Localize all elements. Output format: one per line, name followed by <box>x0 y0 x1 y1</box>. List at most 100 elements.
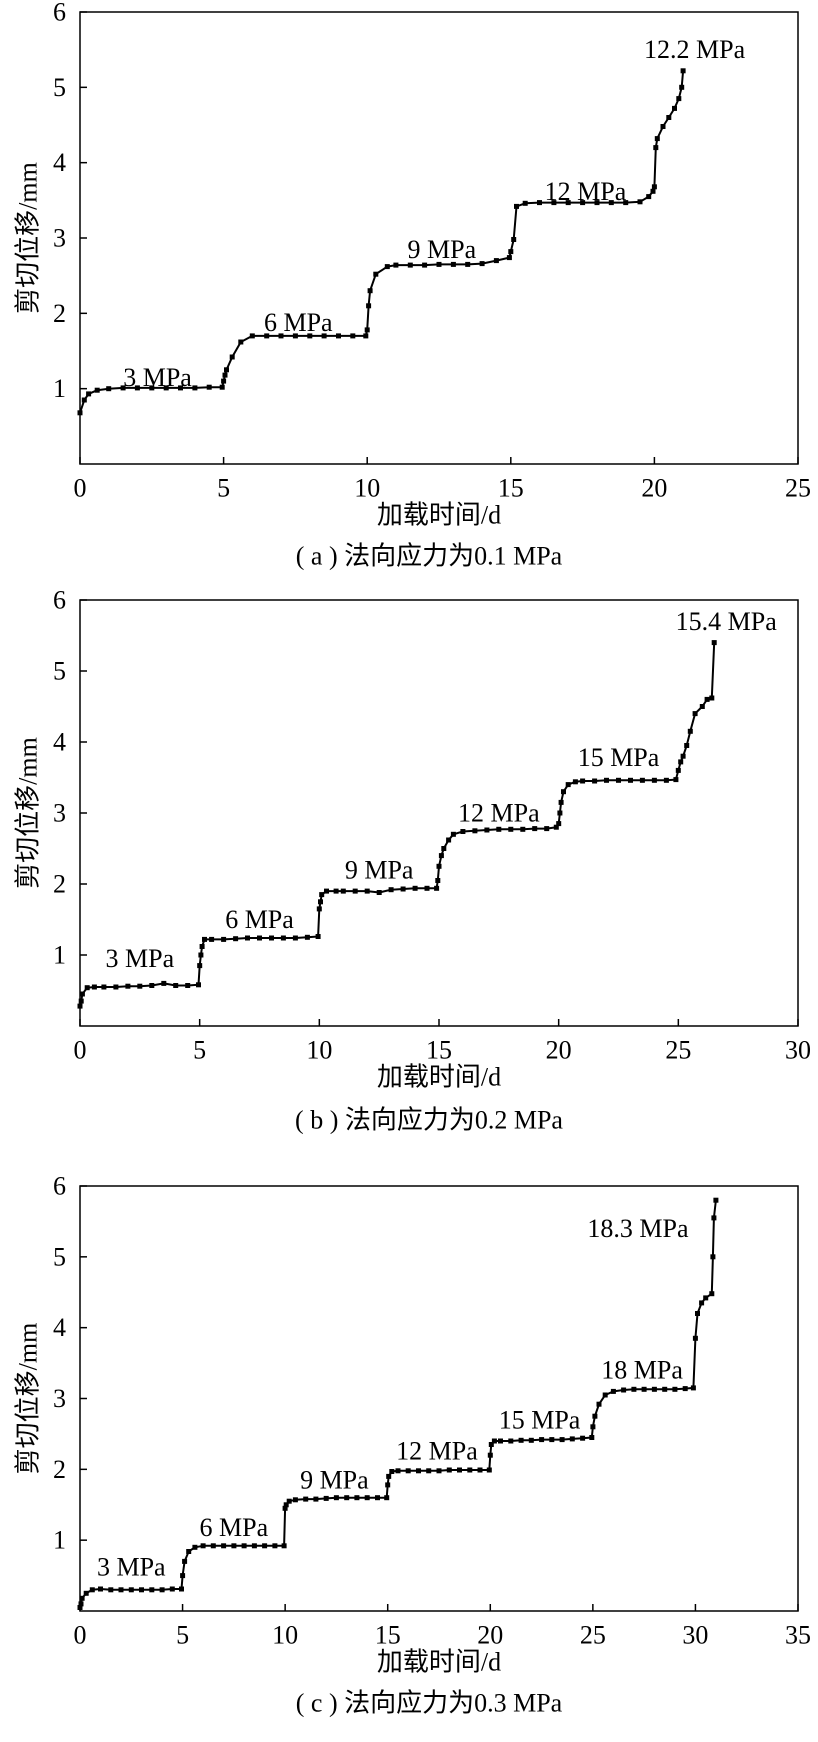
panel-b-data-point <box>558 799 564 805</box>
panel-b-data-point <box>77 1003 83 1009</box>
panel-b-stress-annotation: 15.4 MPa <box>676 607 778 636</box>
panel-b-data-point <box>304 934 310 940</box>
panel-a-data-point <box>637 199 643 205</box>
panel-a-data-point <box>219 384 225 390</box>
panel-a-data-point <box>224 367 229 373</box>
panel-c-data-point <box>395 1468 401 1474</box>
panel-b-data-point <box>388 887 394 893</box>
panel-c-data-point <box>241 1543 247 1549</box>
panel-c-y-tick-label: 1 <box>53 1526 66 1555</box>
panel-b-y-tick-label: 6 <box>53 586 66 615</box>
panel-c-stress-annotation: 18 MPa <box>601 1356 683 1385</box>
panel-b-x-tick-label: 10 <box>306 1035 332 1064</box>
panel-c-stress-annotation: 12 MPa <box>396 1436 478 1465</box>
panel-c-data-point <box>89 1587 95 1593</box>
panel-a: 0 5 10 15 20 25 1 2 3 4 5 6 加载时间/d 剪切位移/mm ( a ) 法向应力为… <box>14 0 812 571</box>
panel-c-x-tick-label: 15 <box>375 1620 401 1649</box>
panel-c-data-point <box>169 1586 175 1592</box>
panel-b-data-point <box>319 892 325 898</box>
panel-a-data-point <box>679 84 685 90</box>
panel-c-data-point <box>559 1437 565 1443</box>
panel-c-data-point <box>118 1587 124 1593</box>
panel-b-data-point <box>245 935 250 941</box>
panel-a-data-point <box>623 200 629 206</box>
panel-b-stress-annotation: 15 MPa <box>578 743 660 772</box>
panel-c-data-point <box>699 1300 705 1306</box>
panel-c-x-tick-label: 20 <box>477 1620 503 1649</box>
panel-b-x-axis-title: 加载时间/d <box>377 1063 501 1092</box>
panel-a-data-point <box>77 410 83 416</box>
panel-a-data-point <box>514 203 519 209</box>
panel-a-data-point <box>608 200 614 206</box>
panel-a-data-point <box>163 385 169 391</box>
panel-a-data-point <box>551 200 557 206</box>
panel-b-data-point <box>78 998 84 1004</box>
panel-c-data-point <box>436 1468 442 1474</box>
panel-c-data-point <box>662 1386 668 1392</box>
panel-c-x-tick-label: 5 <box>176 1620 189 1649</box>
panel-c-data-point <box>477 1467 483 1473</box>
panel-c-stress-annotation: 9 MPa <box>300 1465 369 1494</box>
panel-c-data-point <box>457 1467 462 1473</box>
panel-a-x-tick-label: 0 <box>74 473 87 502</box>
panel-c-data-point <box>323 1495 329 1501</box>
panel-b-data-point <box>400 886 406 892</box>
panel-c-data-point <box>713 1197 719 1203</box>
panel-c-data-point <box>446 1467 452 1473</box>
panel-a-data-point <box>373 271 379 277</box>
panel-c-data-point <box>79 1595 85 1601</box>
panel-c-data-point <box>695 1311 700 1316</box>
panel-a-stress-annotation: 3 MPa <box>123 363 192 392</box>
panel-c-data-point <box>303 1496 309 1502</box>
panel-a-data-point <box>307 333 313 339</box>
panel-b-data-point <box>435 878 441 883</box>
panel-b-data-point <box>125 983 131 989</box>
panel-c-data-point <box>692 1335 698 1341</box>
panel-c-data-point <box>528 1437 534 1443</box>
panel-b-data-point <box>434 885 440 891</box>
panel-b-data-point <box>520 826 526 832</box>
panel-c-data-point <box>192 1544 198 1550</box>
panel-b-data-point <box>316 906 322 912</box>
panel-b-data-point <box>161 980 167 986</box>
panel-a-data-point <box>178 385 183 391</box>
panel-a-data-point <box>650 188 656 194</box>
panel-a-x-tick-label: 10 <box>354 473 380 502</box>
panel-b-stress-annotation: 12 MPa <box>458 799 540 828</box>
panel-b-data-point <box>196 982 201 988</box>
panel-b-stress-annotation: 9 MPa <box>345 855 414 884</box>
panel-a-data-point <box>221 378 227 384</box>
panel-c-data-point <box>486 1467 492 1473</box>
panel-b-data-point <box>412 885 418 891</box>
panel-c-data-point <box>139 1587 144 1593</box>
panel-a-data-point <box>350 333 356 339</box>
panel-a-data-point <box>364 327 370 333</box>
panel-c-data-point <box>405 1468 411 1474</box>
panel-c-data-point <box>385 1482 391 1488</box>
panel-b-data-point <box>333 888 339 894</box>
panel-c-data-point <box>709 1291 715 1297</box>
panel-c-data-point <box>602 1392 608 1398</box>
panel-a-x-tick-label: 15 <box>498 473 524 502</box>
panel-b-data-point <box>556 821 562 827</box>
panel-b-data-point <box>202 936 207 942</box>
panel-b-data-point <box>101 984 107 990</box>
panel-b-data-point <box>324 888 329 894</box>
panel-a-y-tick-label: 3 <box>53 224 66 253</box>
panel-a-data-point <box>336 333 341 339</box>
panel-b-data-point <box>197 963 203 969</box>
panel-c-data-point <box>631 1386 637 1392</box>
panel-a-data-point <box>321 333 327 339</box>
panel-c-data-point <box>344 1495 350 1501</box>
panel-b-data-point <box>460 829 466 834</box>
panel-b-y-tick-label: 2 <box>53 870 66 899</box>
panel-b-data-point <box>544 826 550 832</box>
panel-a-y-axis-title: 剪切位移/mm <box>14 162 43 314</box>
panel-b-data-point <box>472 828 478 834</box>
panel-c-x-tick-label: 0 <box>74 1620 87 1649</box>
panel-a-data-point <box>450 261 456 267</box>
panel-c-data-point <box>596 1401 602 1407</box>
panel-a-data-point <box>366 303 372 309</box>
panel-a-data-point <box>660 124 666 129</box>
panel-a-data-point <box>206 384 212 390</box>
